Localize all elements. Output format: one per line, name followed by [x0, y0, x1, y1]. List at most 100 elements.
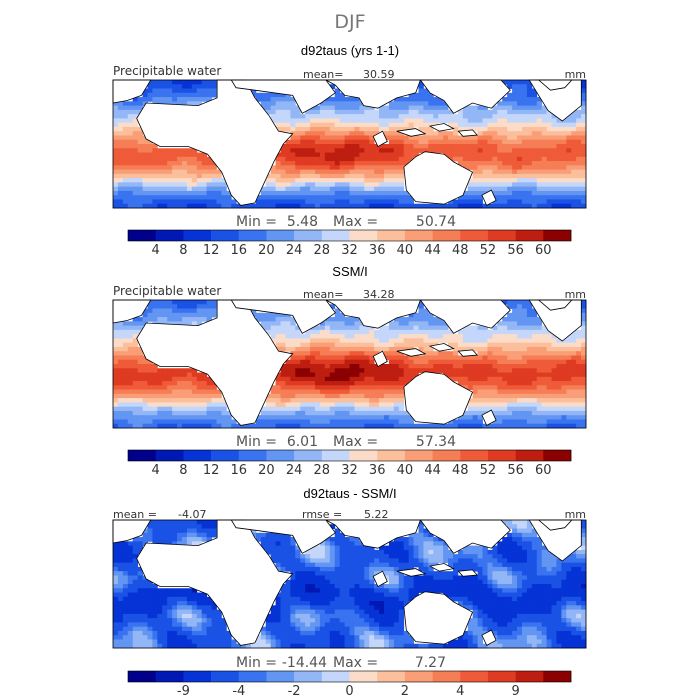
map-cell: [531, 549, 538, 555]
field-label: Precipitable water: [113, 64, 221, 78]
map-cell: [398, 351, 405, 356]
map-cell: [137, 317, 143, 322]
map-cell: [388, 584, 395, 589]
map-cell: [457, 372, 464, 378]
map-cell: [241, 423, 247, 429]
map-cell: [127, 423, 134, 429]
map-cell: [423, 97, 429, 102]
map-cell: [369, 398, 375, 403]
map-cell: [147, 84, 153, 89]
map-cell: [512, 317, 518, 322]
colorbar-tick-label: 44: [424, 463, 441, 478]
map-cell: [418, 105, 424, 111]
map-cell: [167, 528, 173, 534]
map-cell: [482, 182, 488, 188]
map-cell: [344, 419, 350, 425]
map-cell: [132, 118, 139, 124]
map-cell: [369, 152, 375, 158]
map-cell: [561, 199, 567, 205]
map-cell: [413, 562, 419, 568]
map-cell: [191, 317, 198, 322]
map-cell: [255, 537, 262, 542]
map-cell: [349, 571, 355, 576]
map-cell: [452, 575, 459, 581]
map-cell: [521, 186, 528, 192]
map-cell: [295, 346, 301, 352]
map-cell: [186, 402, 193, 408]
map-cell: [418, 334, 424, 339]
map-cell: [531, 101, 538, 106]
map-cell: [403, 126, 410, 132]
map-cell: [393, 406, 400, 412]
colorbar-swatch: [404, 450, 433, 461]
map-cell: [359, 558, 365, 564]
map-cell: [541, 156, 547, 162]
map-cell: [354, 139, 360, 145]
map-cell: [448, 419, 454, 425]
map-cell: [408, 97, 414, 102]
map-cell: [270, 541, 276, 546]
map-cell: [408, 423, 414, 429]
map-cell: [206, 156, 212, 162]
map-cell: [344, 588, 350, 593]
map-cell: [428, 144, 434, 149]
map-cell: [487, 398, 493, 403]
map-cell: [576, 579, 582, 585]
map-cell: [487, 135, 493, 141]
map-cell: [551, 144, 557, 149]
map-cell: [305, 135, 311, 141]
map-cell: [339, 571, 345, 576]
map-cell: [507, 351, 513, 356]
map-cell: [127, 186, 134, 192]
map-cell: [438, 359, 444, 365]
map-cell: [423, 554, 429, 559]
map-cell: [507, 182, 513, 188]
map-cell: [517, 355, 523, 361]
map-cell: [531, 410, 538, 416]
map-cell: [113, 329, 119, 335]
map-cell: [379, 338, 385, 344]
map-cell: [310, 148, 316, 153]
map-cell: [379, 334, 385, 339]
map-cell: [300, 131, 306, 136]
map-cell: [408, 372, 414, 378]
map-cell: [472, 549, 479, 555]
map-cell: [344, 364, 350, 369]
map-cell: [457, 161, 464, 166]
map-cell: [393, 126, 400, 132]
map-cell: [448, 152, 454, 158]
map-cell: [339, 558, 345, 564]
map-cell: [117, 321, 124, 326]
map-cell: [329, 97, 336, 102]
map-cell: [196, 182, 203, 188]
map-cell: [177, 156, 183, 162]
map-cell: [393, 152, 400, 158]
map-cell: [275, 152, 281, 158]
map-cell: [349, 415, 355, 420]
map-cell: [507, 92, 513, 98]
map-cell: [201, 410, 208, 416]
map-cell: [541, 558, 547, 564]
map-cell: [172, 541, 178, 546]
map-cell: [201, 406, 208, 412]
map-cell: [157, 203, 163, 209]
map-cell: [403, 566, 410, 572]
map-cell: [132, 355, 139, 361]
map-cell: [433, 364, 439, 369]
map-cell: [354, 152, 360, 158]
map-cell: [467, 165, 474, 170]
map-cell: [285, 385, 291, 390]
units-label: mm: [565, 288, 586, 301]
map-cell: [226, 423, 232, 429]
map-cell: [285, 406, 291, 412]
map-cell: [334, 101, 341, 106]
map-cell: [497, 584, 503, 589]
map-cell: [270, 415, 276, 420]
map-cell: [329, 566, 336, 572]
map-cell: [472, 381, 479, 386]
map-cell: [517, 304, 523, 309]
map-cell: [275, 118, 281, 124]
map-cell: [315, 122, 321, 128]
map-cell: [383, 338, 390, 344]
map-cell: [275, 165, 281, 170]
